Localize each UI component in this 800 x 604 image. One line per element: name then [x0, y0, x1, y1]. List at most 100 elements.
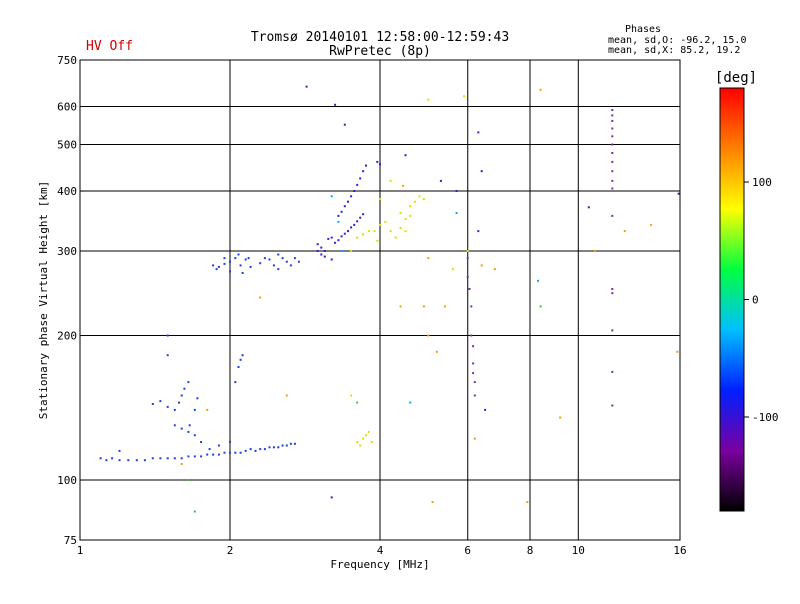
x-tick-label: 1 — [77, 544, 84, 557]
data-point — [370, 441, 373, 443]
data-point — [367, 230, 370, 233]
data-point — [217, 265, 220, 268]
colorbar-tick-label: -100 — [752, 411, 779, 424]
data-point — [234, 257, 237, 260]
data-point — [353, 190, 356, 192]
data-point — [293, 257, 296, 260]
data-point — [593, 250, 596, 252]
data-point — [208, 448, 211, 451]
data-point — [343, 205, 346, 208]
data-point — [337, 214, 340, 217]
data-point — [239, 358, 242, 361]
data-point — [229, 451, 231, 454]
data-point — [239, 451, 242, 454]
data-point — [105, 459, 108, 462]
data-point — [611, 187, 614, 190]
data-point — [337, 239, 340, 242]
data-point — [404, 217, 407, 220]
data-point — [611, 127, 614, 130]
data-point — [223, 262, 226, 265]
data-point — [650, 223, 653, 226]
data-point — [263, 448, 266, 451]
colorbar-ticks: 100 0 -100 — [744, 176, 779, 424]
data-point — [180, 427, 183, 430]
data-point — [611, 370, 614, 373]
data-point — [472, 362, 475, 365]
data-point — [166, 334, 169, 337]
data-point — [439, 179, 442, 182]
data-point — [473, 437, 476, 440]
data-point — [611, 214, 614, 217]
data-point — [277, 253, 280, 256]
data-point — [193, 455, 196, 458]
data-point — [135, 459, 138, 462]
data-point — [611, 288, 614, 290]
y-tick-label: 75 — [64, 534, 77, 547]
data-point — [223, 257, 226, 260]
data-point — [422, 198, 425, 200]
x-axis-label: Frequency [MHz] — [330, 558, 429, 571]
data-point — [259, 296, 262, 299]
colorbar — [719, 87, 745, 512]
data-point — [293, 442, 296, 445]
data-point — [127, 459, 130, 462]
data-point — [373, 230, 376, 233]
data-point — [297, 260, 300, 263]
data-point — [281, 444, 284, 447]
data-point — [188, 424, 191, 427]
y-tick-label: 400 — [57, 185, 77, 198]
data-point — [237, 366, 240, 368]
grid-lines — [80, 60, 680, 540]
data-point — [254, 449, 257, 452]
data-point — [356, 220, 359, 223]
x-tick-label: 6 — [464, 544, 471, 557]
y-axis-label: Stationary phase Virtual Height [km] — [37, 181, 50, 419]
data-point — [244, 449, 247, 452]
data-point — [473, 381, 476, 384]
data-point — [470, 334, 473, 337]
data-point — [526, 501, 529, 503]
data-point — [362, 213, 365, 216]
data-point — [151, 403, 154, 405]
data-point — [399, 305, 402, 308]
y-tick-label: 200 — [57, 330, 77, 343]
data-point — [268, 258, 271, 261]
x-tick-label: 10 — [572, 544, 585, 557]
data-point — [268, 446, 271, 449]
data-point — [350, 250, 353, 252]
data-point — [427, 334, 430, 337]
data-point — [305, 85, 308, 88]
data-point — [323, 250, 326, 252]
data-point — [193, 434, 196, 437]
data-point — [193, 510, 196, 513]
data-point — [166, 457, 169, 460]
data-point — [180, 457, 183, 460]
data-point — [212, 264, 215, 267]
data-point — [229, 441, 231, 443]
data-point — [330, 496, 333, 499]
data-point — [418, 195, 421, 198]
phase-stats-x: mean, sd,X: 85.2, 19.2 — [608, 45, 740, 56]
data-point — [277, 268, 280, 271]
chart-title-line2: RwPretec (8p) — [329, 44, 431, 59]
data-point — [470, 305, 473, 308]
data-point — [389, 179, 392, 182]
data-point — [611, 119, 614, 122]
data-point — [183, 387, 186, 390]
data-point — [347, 230, 349, 233]
data-point — [427, 98, 430, 101]
plot-frame — [79, 59, 681, 541]
data-point — [356, 183, 359, 186]
data-points — [99, 85, 680, 513]
data-point — [356, 441, 359, 443]
data-point — [340, 250, 343, 252]
y-tick-label: 300 — [57, 245, 77, 258]
data-point — [234, 451, 237, 454]
data-point — [180, 463, 183, 465]
data-point — [99, 457, 102, 460]
data-point — [359, 177, 362, 180]
data-point — [350, 394, 353, 397]
data-point — [394, 236, 397, 239]
data-point — [334, 241, 337, 244]
data-point — [173, 408, 176, 411]
